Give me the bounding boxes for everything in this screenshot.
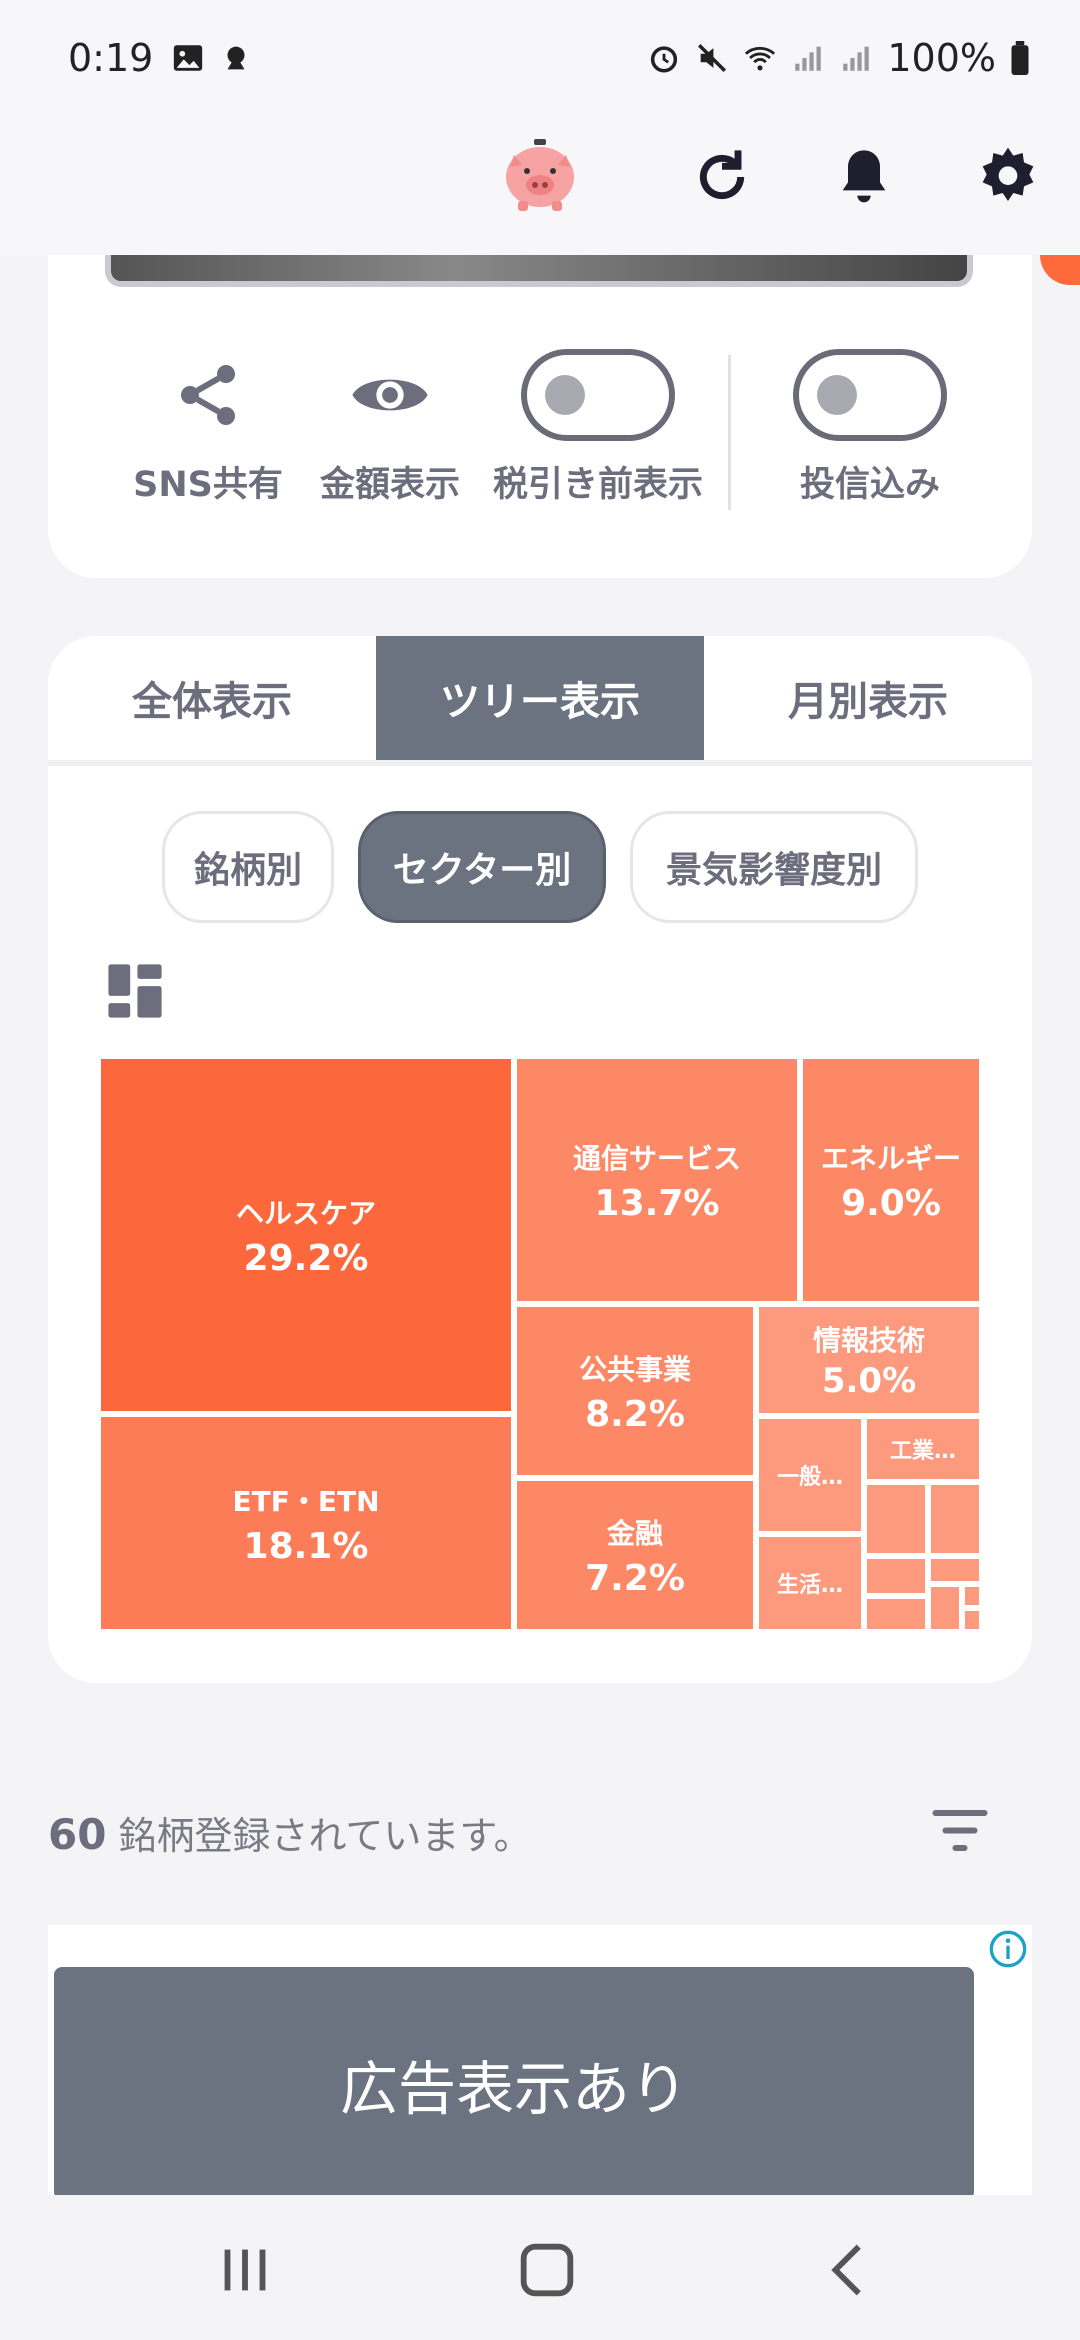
image-carousel-edge[interactable] bbox=[105, 255, 973, 287]
treemap-cell-etf[interactable]: ETF・ETN 18.1% bbox=[98, 1414, 514, 1632]
refresh-icon[interactable] bbox=[690, 145, 754, 209]
treemap-cell-energy[interactable]: エネルギー 9.0% bbox=[800, 1056, 982, 1304]
alarm-icon bbox=[651, 45, 678, 73]
dashboard-layout-icon[interactable] bbox=[106, 962, 164, 1020]
share-button[interactable]: SNS共有 bbox=[118, 340, 298, 507]
cell-name: ETF・ETN bbox=[232, 1484, 380, 1518]
battery-percent: 100% bbox=[887, 35, 996, 80]
treemap-cell-small[interactable] bbox=[928, 1584, 962, 1632]
cell-percent: 5.0% bbox=[821, 1361, 917, 1401]
divider bbox=[728, 355, 731, 510]
cell-percent: 18.1% bbox=[243, 1525, 369, 1567]
cell-name: エネルギー bbox=[820, 1141, 961, 1175]
signal-icon bbox=[795, 46, 822, 71]
wifi-icon bbox=[745, 46, 776, 70]
registered-count-number: 60 bbox=[48, 1810, 107, 1859]
decorative-shape bbox=[1040, 255, 1080, 285]
registered-count: 60 銘柄登録されています。 bbox=[48, 1805, 532, 1860]
show-amount-label: 金額表示 bbox=[319, 465, 460, 505]
treemap-cell-healthcare[interactable]: ヘルスケア 29.2% bbox=[98, 1056, 514, 1414]
include-funds-label: 投信込み bbox=[799, 465, 940, 505]
segment-by-sector[interactable]: セクター別 bbox=[358, 811, 606, 923]
sector-treemap: ヘルスケア 29.2% ETF・ETN 18.1% 通信サービス 13.7% エ… bbox=[98, 1056, 982, 1632]
include-funds-toggle[interactable] bbox=[793, 349, 947, 441]
treemap-cell-consumer-staples[interactable]: 生活… bbox=[756, 1534, 864, 1632]
treemap-cell-consumer-discretionary[interactable]: 一般… bbox=[756, 1416, 864, 1534]
cell-name: 一般… bbox=[776, 1465, 843, 1490]
recent-apps-icon[interactable] bbox=[210, 2235, 280, 2305]
app-header bbox=[0, 115, 1080, 255]
include-funds-toggle-group: 投信込み bbox=[760, 340, 980, 507]
bell-icon[interactable] bbox=[832, 145, 896, 209]
mute-icon bbox=[698, 43, 727, 72]
battery-icon bbox=[1011, 40, 1029, 75]
share-label: SNS共有 bbox=[133, 465, 283, 505]
ad-banner[interactable]: 広告表示あり bbox=[54, 1967, 974, 2200]
cell-name: 公共事業 bbox=[578, 1352, 691, 1386]
tab-monthly[interactable]: 月別表示 bbox=[788, 679, 948, 725]
view-tabs: 全体表示 ツリー表示 月別表示 bbox=[48, 636, 1032, 766]
pre-tax-label: 税引き前表示 bbox=[492, 465, 703, 505]
treemap-cell-communication[interactable]: 通信サービス 13.7% bbox=[514, 1056, 800, 1304]
signal-icon-2 bbox=[843, 46, 870, 71]
gallery-icon bbox=[174, 44, 203, 71]
cell-name: 工業… bbox=[889, 1439, 956, 1464]
treemap-cell-industrials[interactable]: 工業… bbox=[864, 1416, 982, 1482]
portfolio-card: 全体表示 ツリー表示 月別表示 銘柄別 セクター別 景気影響度別 ヘルスケア 2… bbox=[48, 636, 1032, 1683]
show-amount-button[interactable]: 金額表示 bbox=[300, 340, 480, 507]
system-nav-bar bbox=[0, 2195, 1080, 2340]
app-notification-icon bbox=[227, 46, 245, 69]
cell-percent: 7.2% bbox=[585, 1557, 685, 1599]
treemap-cell-small[interactable] bbox=[864, 1482, 928, 1556]
treemap-cell-small[interactable] bbox=[864, 1596, 928, 1632]
cell-name: 情報技術 bbox=[812, 1324, 925, 1357]
treemap-cell-utilities[interactable]: 公共事業 8.2% bbox=[514, 1304, 756, 1478]
cell-percent: 29.2% bbox=[243, 1237, 369, 1279]
back-icon[interactable] bbox=[815, 2235, 885, 2305]
filter-icon[interactable] bbox=[930, 1805, 990, 1855]
cell-name: 金融 bbox=[606, 1516, 663, 1550]
status-bar: 0:19 100% bbox=[0, 0, 1080, 115]
tab-overall[interactable]: 全体表示 bbox=[132, 679, 292, 725]
pre-tax-toggle-group: 税引き前表示 bbox=[478, 340, 718, 507]
info-icon[interactable] bbox=[988, 1929, 1028, 1969]
piggy-logo-icon bbox=[506, 139, 574, 211]
segment-by-economic-impact[interactable]: 景気影響度別 bbox=[630, 811, 918, 923]
treemap-cell-small[interactable] bbox=[962, 1608, 982, 1632]
treemap-cell-small[interactable] bbox=[962, 1584, 982, 1608]
cell-name: 生活… bbox=[776, 1573, 843, 1598]
treemap-cell-small[interactable] bbox=[864, 1556, 928, 1596]
cell-name: 通信サービス bbox=[572, 1141, 741, 1175]
treemap-cell-financials[interactable]: 金融 7.2% bbox=[514, 1478, 756, 1632]
pre-tax-toggle[interactable] bbox=[521, 349, 675, 441]
treemap-cell-small[interactable] bbox=[928, 1556, 982, 1584]
treemap-cell-small[interactable] bbox=[928, 1482, 982, 1556]
settings-gear-icon[interactable] bbox=[976, 145, 1040, 209]
segment-by-stock[interactable]: 銘柄別 bbox=[162, 811, 334, 923]
ad-container: 広告表示あり bbox=[48, 1925, 1032, 2200]
eye-icon bbox=[352, 379, 428, 411]
cell-name: ヘルスケア bbox=[235, 1196, 376, 1230]
cell-percent: 8.2% bbox=[585, 1393, 685, 1435]
registered-count-text: 銘柄登録されています。 bbox=[118, 1814, 532, 1858]
cell-percent: 13.7% bbox=[594, 1182, 720, 1224]
treemap-cell-it[interactable]: 情報技術 5.0% bbox=[756, 1304, 982, 1416]
cell-percent: 9.0% bbox=[841, 1182, 941, 1224]
tab-tree[interactable]: ツリー表示 bbox=[376, 636, 704, 760]
home-icon[interactable] bbox=[512, 2235, 582, 2305]
share-icon bbox=[181, 365, 235, 425]
status-time: 0:19 bbox=[68, 35, 154, 80]
